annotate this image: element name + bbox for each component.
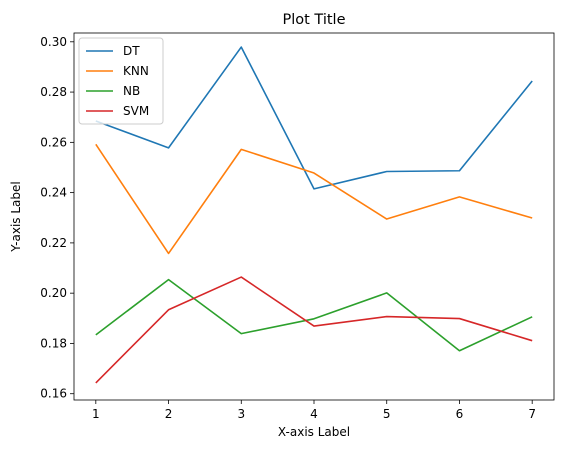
legend-entry: NB bbox=[123, 84, 140, 98]
chart-title: Plot Title bbox=[282, 12, 345, 28]
series-line-dt bbox=[95, 46, 533, 190]
series-line-knn bbox=[95, 143, 533, 255]
y-tick-label: 0.18 bbox=[40, 336, 67, 350]
legend-box bbox=[78, 37, 164, 125]
x-tick-label: 3 bbox=[237, 407, 245, 421]
y-tick-label: 0.22 bbox=[40, 236, 67, 250]
y-tick-label: 0.26 bbox=[40, 135, 67, 149]
x-axis: 1 2 3 4 5 6 7 bbox=[92, 400, 536, 421]
legend-entry: SVM bbox=[123, 104, 149, 118]
x-tick-label: 6 bbox=[456, 407, 464, 421]
series-line-svm bbox=[95, 276, 533, 384]
x-tick-label: 7 bbox=[528, 407, 536, 421]
x-tick-label: 2 bbox=[165, 407, 173, 421]
x-tick-label: 5 bbox=[383, 407, 391, 421]
x-axis-label: X-axis Label bbox=[278, 425, 350, 439]
legend-entry: DT bbox=[123, 44, 140, 58]
y-axis-label: Y-axis Label bbox=[9, 181, 23, 252]
y-tick-label: 0.16 bbox=[40, 387, 67, 401]
x-tick-label: 1 bbox=[92, 407, 100, 421]
series-line-nb bbox=[95, 278, 533, 352]
legend: DT KNN NB SVM bbox=[78, 37, 164, 125]
series-lines bbox=[95, 46, 533, 384]
y-tick-label: 0.28 bbox=[40, 85, 67, 99]
y-tick-label: 0.24 bbox=[40, 186, 67, 200]
y-tick-label: 0.20 bbox=[40, 286, 67, 300]
y-axis: 0.16 0.18 0.20 0.22 0.24 0.26 0.28 0.30 bbox=[40, 35, 74, 401]
x-tick-label: 4 bbox=[310, 407, 318, 421]
y-tick-label: 0.30 bbox=[40, 35, 67, 49]
legend-entry: KNN bbox=[123, 64, 149, 78]
